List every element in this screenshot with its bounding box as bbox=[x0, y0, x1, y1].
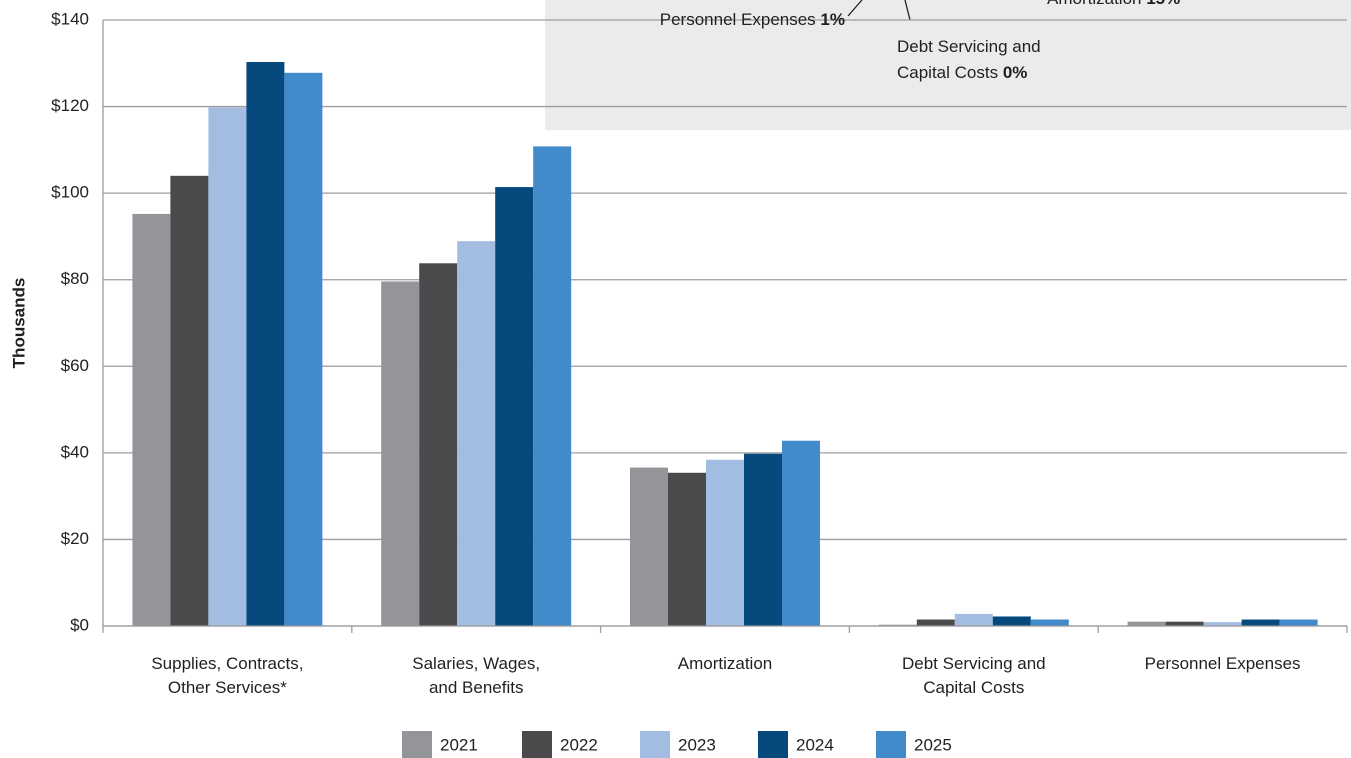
bar bbox=[533, 146, 572, 626]
annotation-pct: 0% bbox=[1002, 63, 1028, 82]
x-tick-label: Supplies, Contracts, Other Services* bbox=[151, 654, 304, 697]
bar bbox=[381, 281, 420, 626]
bar bbox=[916, 619, 955, 626]
bar bbox=[495, 187, 534, 626]
annotation-pct: 15% bbox=[1146, 0, 1180, 8]
legend-label: 2022 bbox=[560, 735, 598, 754]
bar bbox=[744, 453, 782, 626]
bar bbox=[419, 263, 458, 626]
y-tick-label: $120 bbox=[51, 96, 89, 115]
legend-label: 2024 bbox=[796, 735, 834, 754]
bar bbox=[1241, 619, 1280, 626]
x-tick-label: Salaries, Wages, and Benefits bbox=[412, 654, 541, 697]
annotation-pct: 1% bbox=[820, 10, 845, 29]
bar bbox=[954, 613, 993, 626]
legend-swatch bbox=[522, 731, 552, 758]
bar bbox=[246, 61, 285, 627]
bar bbox=[1279, 619, 1318, 626]
leader-line bbox=[904, 0, 911, 21]
bar bbox=[1030, 619, 1069, 626]
bar bbox=[992, 616, 1031, 626]
bar bbox=[668, 472, 706, 626]
inset-box bbox=[545, 0, 1351, 130]
leader-line bbox=[847, 0, 863, 17]
bar bbox=[1127, 621, 1166, 626]
legend-label: 2023 bbox=[678, 735, 716, 754]
y-tick-label: $100 bbox=[51, 183, 89, 202]
legend-swatch bbox=[402, 731, 432, 758]
annotation: Amortization 15% bbox=[1047, 0, 1180, 12]
legend-label: 2025 bbox=[914, 735, 952, 754]
legend-swatch bbox=[640, 731, 670, 758]
bar bbox=[1165, 621, 1204, 626]
bar bbox=[1203, 622, 1242, 626]
y-tick-label: $20 bbox=[61, 529, 89, 548]
bar bbox=[208, 107, 247, 627]
y-tick-label: $80 bbox=[61, 269, 89, 288]
legend-swatch bbox=[876, 731, 906, 758]
legend-label: 2021 bbox=[440, 735, 478, 754]
y-tick-label: $40 bbox=[61, 442, 89, 461]
bar bbox=[782, 440, 820, 626]
bar bbox=[170, 175, 209, 627]
y-tick-label: $140 bbox=[51, 9, 89, 28]
legend-swatch bbox=[758, 731, 788, 758]
bar bbox=[706, 459, 744, 626]
annotation: Debt Servicing and Capital Costs 0% bbox=[897, 34, 1041, 86]
y-tick-label: $0 bbox=[70, 615, 89, 634]
annotation: Personnel Expenses 1% bbox=[660, 7, 845, 33]
annotation-text: Amortization bbox=[1047, 0, 1141, 8]
y-axis-title: Thousands bbox=[9, 278, 28, 369]
bar bbox=[457, 241, 496, 626]
bar bbox=[630, 467, 668, 626]
bar bbox=[284, 72, 323, 626]
x-tick-label: Amortization bbox=[677, 654, 773, 673]
bar bbox=[132, 213, 171, 627]
x-tick-label: Debt Servicing and Capital Costs bbox=[901, 654, 1046, 697]
y-tick-label: $60 bbox=[61, 356, 89, 375]
annotation-text: Debt Servicing and Capital Costs bbox=[897, 37, 1041, 82]
x-tick-label: Personnel Expenses bbox=[1144, 654, 1301, 673]
annotation-text: Personnel Expenses bbox=[659, 10, 816, 29]
